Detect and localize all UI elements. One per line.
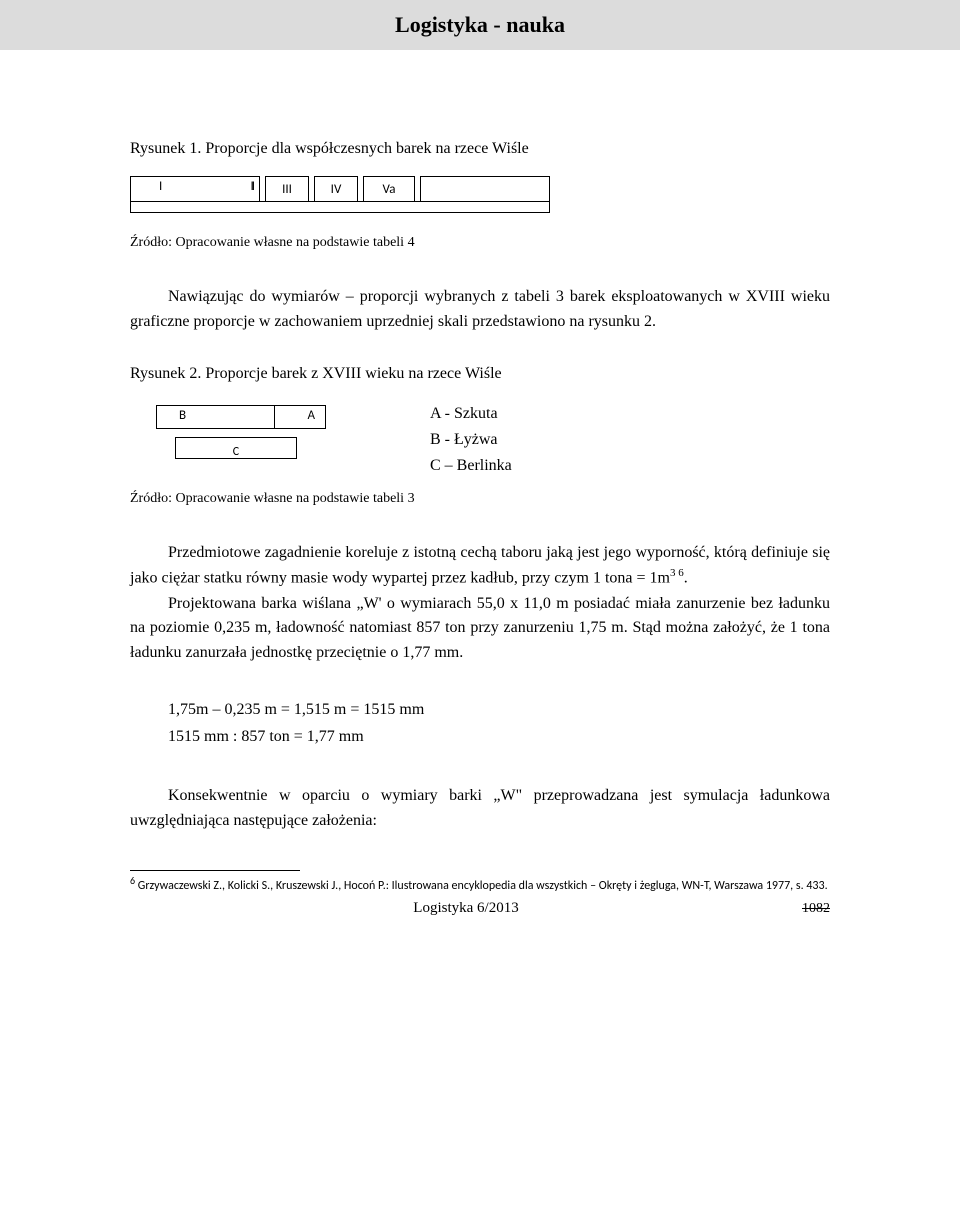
figure1-diagram: I II III IV Va bbox=[130, 176, 550, 213]
fig2-legend-c: C – Berlinka bbox=[430, 457, 512, 475]
figure1-source: Źródło: Opracowanie własne na podstawie … bbox=[130, 235, 830, 251]
fig1-row1: I II III IV Va bbox=[130, 176, 550, 202]
paragraph-4: Konsekwentnie w oparciu o wymiary barki … bbox=[130, 784, 830, 834]
fig2-legend-b: B - Łyżwa bbox=[430, 431, 512, 449]
paragraph-2: Przedmiotowe zagadnienie koreluje z isto… bbox=[130, 541, 830, 592]
footer-page-number: 1082 bbox=[802, 901, 830, 917]
fig1-label-II: II bbox=[250, 179, 253, 194]
paragraph-3: Projektowana barka wiślana „W' o wymiara… bbox=[130, 592, 830, 666]
calc-line1: 1,75m – 0,235 m = 1,515 m = 1515 mm bbox=[168, 696, 830, 723]
fig1-box-Va: Va bbox=[363, 176, 415, 202]
calc-line2: 1515 mm : 857 ton = 1,77 mm bbox=[168, 723, 830, 750]
fig1-box-blank bbox=[420, 176, 550, 202]
footnote: 6 Grzywaczewski Z., Kolicki S., Kruszews… bbox=[130, 874, 830, 895]
paragraph-1: Nawiązując do wymiarów – proporcji wybra… bbox=[130, 285, 830, 335]
para2-text: Przedmiotowe zagadnienie koreluje z isto… bbox=[130, 544, 830, 587]
page-content: Rysunek 1. Proporcje dla współczesnych b… bbox=[0, 140, 960, 917]
figure1-caption: Rysunek 1. Proporcje dla współczesnych b… bbox=[130, 140, 830, 158]
fig1-box-I-II: I II bbox=[130, 176, 260, 202]
fig1-row2 bbox=[130, 201, 550, 213]
footnote-rule bbox=[130, 870, 300, 871]
para2-sup: 3 6 bbox=[670, 567, 684, 579]
fig2-label-B: B bbox=[179, 408, 186, 423]
para2-end: . bbox=[684, 570, 688, 587]
footer-journal: Logistyka 6/2013 bbox=[130, 900, 802, 917]
figure2-wrap: B A C A - Szkuta B - Łyżwa C – Berlinka bbox=[130, 405, 830, 483]
calculation-block: 1,75m – 0,235 m = 1,515 m = 1515 mm 1515… bbox=[168, 696, 830, 750]
header-banner: Logistyka - nauka bbox=[0, 0, 960, 50]
footnote-text: Grzywaczewski Z., Kolicki S., Kruszewski… bbox=[135, 879, 828, 893]
figure2-source: Źródło: Opracowanie własne na podstawie … bbox=[130, 491, 830, 507]
page-header-title: Logistyka - nauka bbox=[0, 12, 960, 38]
fig2-box-C: C bbox=[175, 437, 297, 459]
fig2-box-AB: B A bbox=[156, 405, 326, 429]
fig1-box-IV: IV bbox=[314, 176, 358, 202]
fig2-divider bbox=[274, 406, 275, 428]
figure2-caption: Rysunek 2. Proporcje barek z XVIII wieku… bbox=[130, 365, 830, 383]
figure2-legend: A - Szkuta B - Łyżwa C – Berlinka bbox=[430, 405, 512, 483]
fig2-legend-a: A - Szkuta bbox=[430, 405, 512, 423]
figure2-diagram: B A C bbox=[130, 405, 360, 459]
fig1-box-III: III bbox=[265, 176, 309, 202]
fig1-label-I: I bbox=[159, 179, 162, 194]
fig2-label-A: A bbox=[307, 408, 315, 423]
page-footer: Logistyka 6/2013 1082 bbox=[130, 900, 830, 917]
